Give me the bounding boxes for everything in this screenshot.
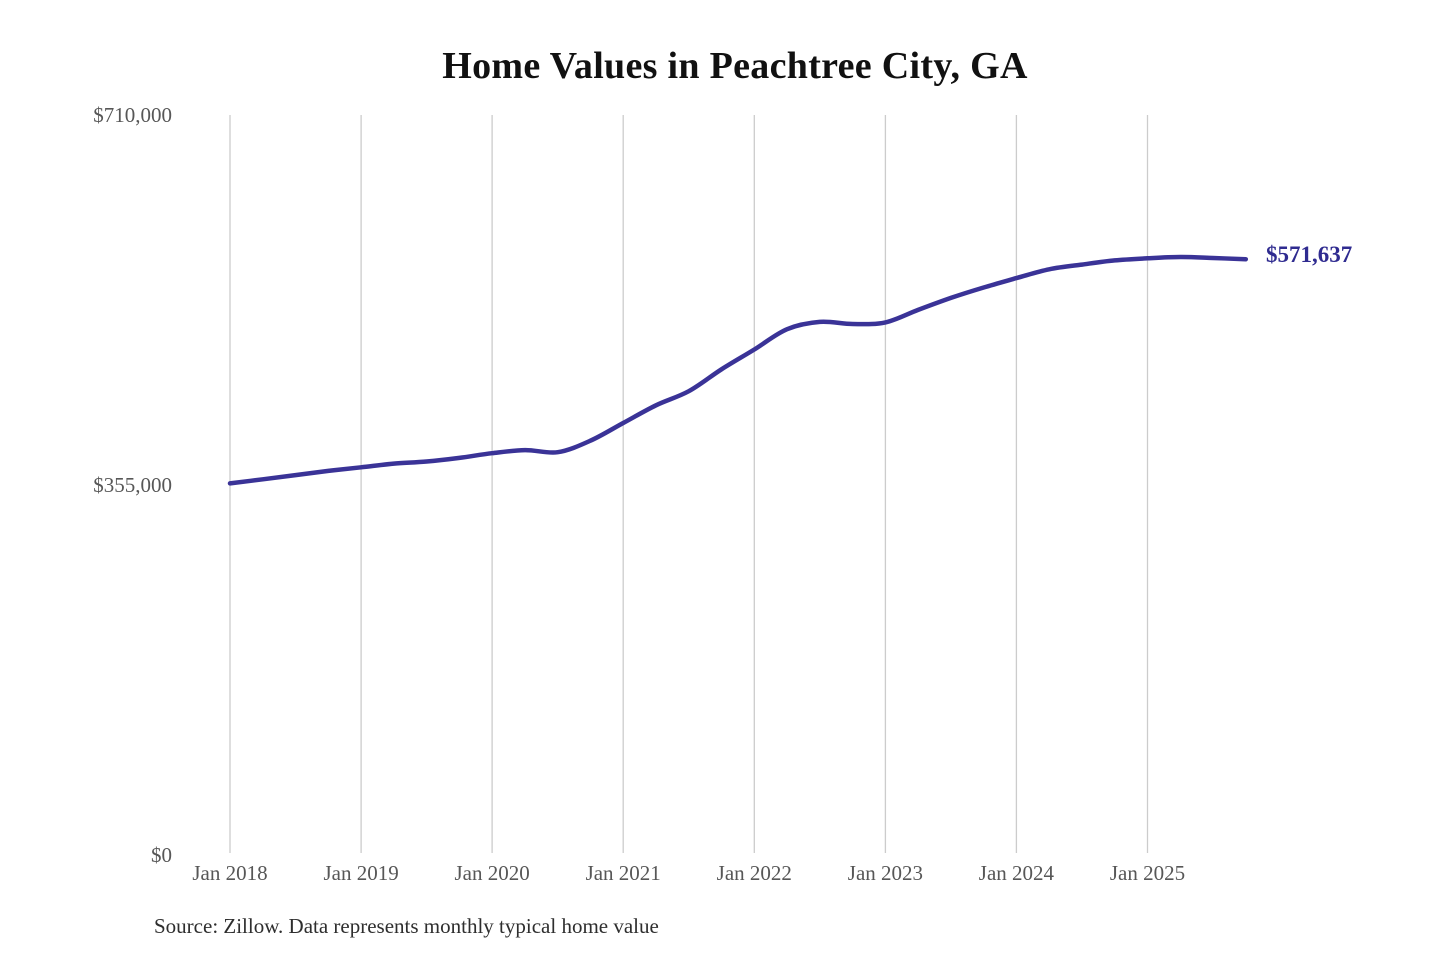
gridlines-group [229, 115, 1149, 853]
source-note: Source: Zillow. Data represents monthly … [154, 914, 659, 938]
x-tick-label: Jan 2025 [1110, 861, 1185, 885]
latest-value-label: $571,637 [1266, 242, 1353, 267]
x-tick-label: Jan 2020 [454, 861, 529, 885]
chart-title: Home Values in Peachtree City, GA [442, 45, 1028, 87]
y-tick-label: $710,000 [93, 103, 172, 127]
x-tick-label: Jan 2024 [979, 861, 1055, 885]
line-series-group [227, 254, 1249, 486]
y-tick-label: $355,000 [93, 473, 172, 497]
x-tick-label: Jan 2021 [586, 861, 661, 885]
x-tick-label: Jan 2019 [323, 861, 398, 885]
y-tick-label: $0 [151, 843, 172, 867]
x-axis-labels-group: Jan 2018 Jan 2019 Jan 2020 Jan 2021 Jan 2022… [192, 861, 1185, 885]
x-tick-label: Jan 2022 [717, 861, 792, 885]
x-tick-label: Jan 2018 [192, 861, 267, 885]
x-tick-label: Jan 2023 [848, 861, 923, 885]
y-axis-labels-group: $710,000 $355,000 $0 [93, 103, 172, 867]
home-value-line [227, 254, 1249, 486]
